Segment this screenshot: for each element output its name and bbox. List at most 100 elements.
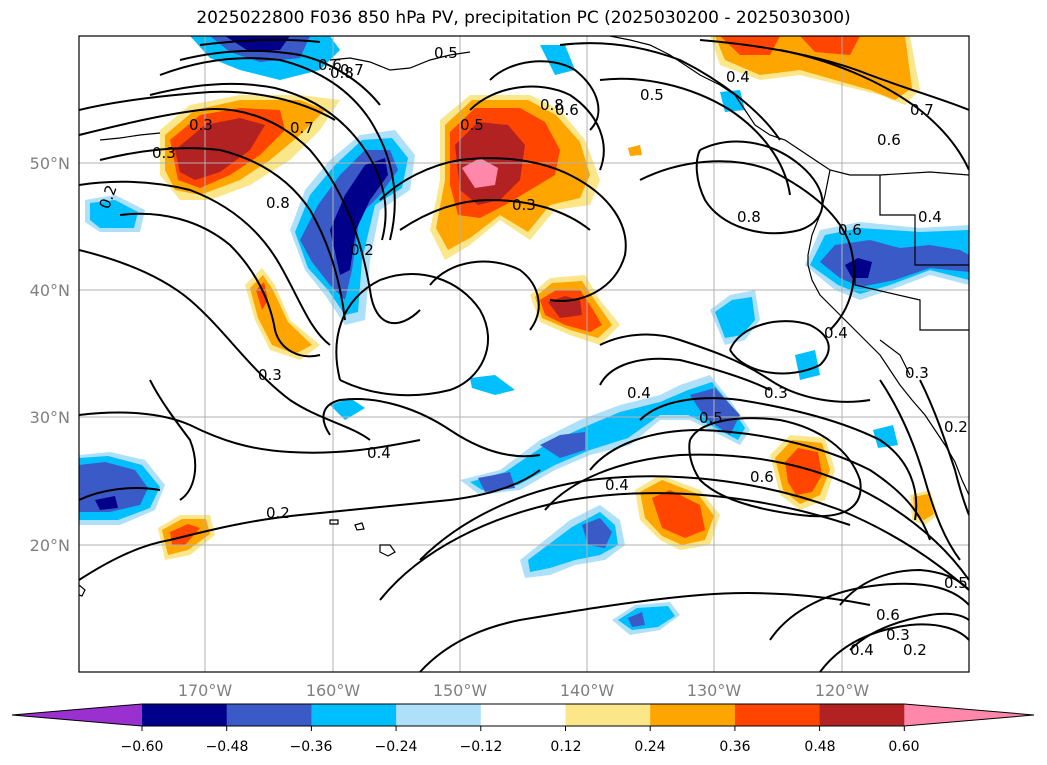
neg-anomaly-region — [582, 518, 612, 548]
neg-anomaly-region — [79, 462, 148, 512]
lon-label: 130°W — [687, 681, 742, 700]
contour-label: 0.5 — [460, 116, 484, 134]
contour-label: 0.6 — [318, 56, 342, 74]
contour-label: 0.2 — [266, 504, 290, 522]
map-title: 2025022800 F036 850 hPa PV, precipitatio… — [196, 8, 851, 28]
lat-label: 20°N — [30, 536, 70, 555]
neg-anomaly-region — [90, 200, 138, 228]
colorbar-tick-label: 0.48 — [804, 739, 835, 755]
contour-label: 0.5 — [434, 44, 458, 62]
contour-label: 0.6 — [750, 468, 774, 486]
neg-anomaly-region — [873, 425, 898, 448]
neg-anomaly-region — [540, 45, 575, 75]
colorbar-labels: −0.60 −0.48 −0.36 −0.24 −0.12 0.12 0.24 … — [121, 739, 920, 755]
contour-label: 0.6 — [555, 101, 579, 119]
lon-label: 160°W — [306, 681, 361, 700]
map-frame — [78, 35, 970, 673]
colorbar-segment — [650, 704, 736, 726]
colorbar-tick-label: 0.36 — [719, 739, 750, 755]
contour-label: 0.7 — [290, 119, 314, 137]
contour-label: 0.8 — [330, 64, 354, 82]
lon-label: 170°W — [178, 681, 233, 700]
colorbar — [11, 703, 1035, 731]
colorbar-segment — [819, 704, 905, 726]
contour-label: 0.3 — [764, 384, 788, 402]
pos-anomaly-region — [256, 282, 268, 310]
contour-label: 0.2 — [944, 418, 968, 436]
contour-label: 0.4 — [850, 641, 874, 659]
colorbar-segment — [142, 704, 228, 726]
contour-label: 0.8 — [737, 208, 761, 226]
pos-anomaly-region — [913, 494, 934, 520]
neg-anomaly-region — [470, 375, 515, 395]
contour-label: 0.4 — [627, 384, 651, 402]
contour-label: 0.3 — [189, 116, 213, 134]
pos-anomaly-region — [462, 158, 498, 188]
contour-label: 0.5 — [640, 86, 664, 104]
neg-anomaly-region — [628, 612, 645, 627]
neg-anomaly-region — [845, 258, 872, 278]
colorbar-segment — [565, 704, 651, 726]
pos-anomaly-region — [785, 448, 822, 495]
contour-label: 0.4 — [824, 324, 848, 342]
neg-anomaly-region — [470, 382, 745, 490]
contour-label: 0.6 — [838, 221, 862, 239]
contour-label: 0.7 — [340, 61, 364, 79]
colorbar-segment — [311, 704, 397, 726]
colorbar-tick-label: −0.60 — [121, 739, 164, 755]
colorbar-tick-label: 0.60 — [888, 739, 919, 755]
pv-contours — [79, 38, 969, 672]
colorbar-tick-label: 0.12 — [550, 739, 581, 755]
lon-label: 150°W — [433, 681, 488, 700]
neg-anomaly-region — [330, 158, 388, 275]
contour-label: 0.2 — [903, 641, 927, 659]
colorbar-tick-label: −0.24 — [375, 739, 418, 755]
contour-label: 0.4 — [605, 476, 629, 494]
colorbar-tick-label: −0.48 — [206, 739, 249, 755]
lon-label: 120°W — [815, 681, 870, 700]
colorbar-segment — [734, 704, 821, 726]
contour-label: 0.3 — [886, 626, 910, 644]
contour-label: 0.5 — [699, 409, 723, 427]
colorbar-segment — [396, 704, 482, 726]
contour-label: 0.3 — [152, 144, 176, 162]
neg-anomaly-region — [690, 388, 740, 435]
lat-label: 30°N — [30, 408, 70, 427]
contour-label: 0.5 — [944, 574, 968, 592]
contour-label: 0.6 — [876, 606, 900, 624]
neg-anomaly-region — [540, 432, 585, 458]
contour-label: 0.3 — [512, 196, 536, 214]
lat-label: 50°N — [30, 154, 70, 173]
colorbar-tick-label: 0.24 — [634, 739, 665, 755]
contour-label: 0.4 — [918, 208, 942, 226]
neg-anomaly-region — [720, 90, 745, 112]
lat-label: 40°N — [30, 281, 70, 300]
pos-anomaly-region — [652, 490, 705, 538]
latitude-labels: 50°N 40°N 30°N 20°N — [30, 154, 70, 555]
neg-anomaly-region — [95, 496, 118, 510]
colorbar-segment — [480, 704, 566, 726]
lon-label: 140°W — [560, 681, 615, 700]
contour-label: 0.7 — [910, 101, 934, 119]
neg-anomaly-region — [330, 398, 365, 420]
pos-anomaly-region — [170, 524, 200, 545]
colorbar-tick-label: −0.36 — [290, 739, 333, 755]
colorbar-extend-low — [12, 704, 142, 726]
contour-label: 0.3 — [258, 366, 282, 384]
longitude-labels: 170°W 160°W 150°W 140°W 130°W 120°W — [178, 681, 870, 700]
contour-label: 0.4 — [367, 444, 391, 462]
colorbar-extend-high — [904, 704, 1034, 726]
colorbar-tick-label: −0.12 — [460, 739, 503, 755]
contour-label: 0.2 — [350, 241, 374, 259]
neg-anomaly-region — [715, 297, 755, 338]
contour-label: 0.8 — [266, 194, 290, 212]
coastlines — [79, 36, 969, 597]
pos-anomaly-region — [800, 36, 860, 55]
contour-label: 0.6 — [877, 131, 901, 149]
pos-anomaly-region — [628, 145, 642, 156]
contour-label: 0.4 — [726, 68, 750, 86]
contour-labels: 0.2 0.3 0.3 0.8 0.7 0.6 0.8 0.7 0.5 0.5 … — [96, 44, 968, 659]
colorbar-segment — [226, 704, 312, 726]
contour-label: 0.3 — [905, 364, 929, 382]
